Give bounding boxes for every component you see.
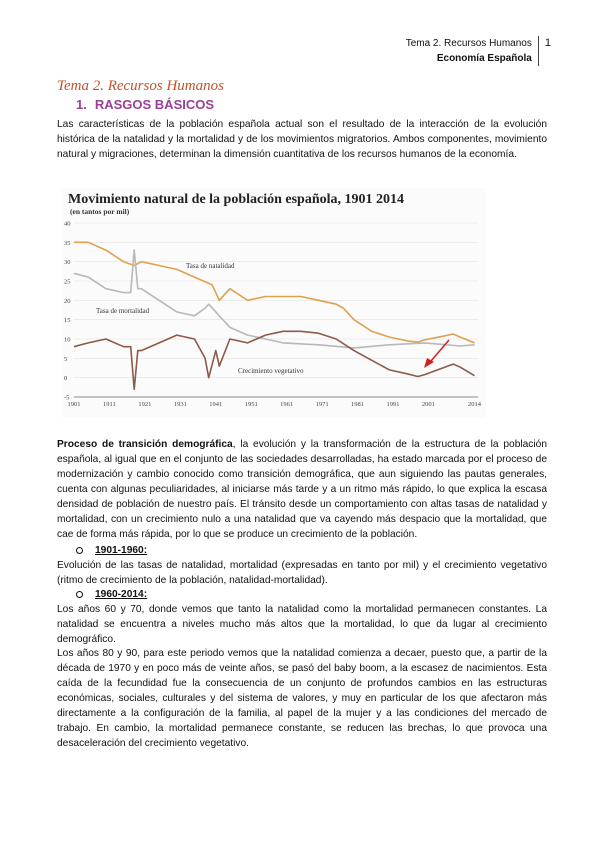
population-chart: Movimiento natural de la población españ… bbox=[62, 188, 486, 418]
section-number: 1. bbox=[76, 97, 87, 112]
y-tick-label: 5 bbox=[64, 356, 67, 363]
period1-paragraph: Evolución de las tasas de natalidad, mor… bbox=[57, 560, 547, 586]
chart-title: Movimiento natural de la población españ… bbox=[68, 192, 404, 207]
bullet-circle-icon bbox=[76, 546, 83, 554]
y-tick-label: 0 bbox=[64, 375, 67, 382]
x-tick-label: 1941 bbox=[209, 401, 222, 408]
bullet-circle-icon bbox=[76, 590, 83, 598]
natalidad-line bbox=[74, 241, 475, 344]
page-header: Tema 2. Recursos Humanos Economía Españo… bbox=[406, 36, 551, 66]
y-tick-label: 10 bbox=[64, 337, 71, 344]
chart-subtitle: (en tantos por mil) bbox=[70, 207, 130, 216]
x-axis-labels: 1901 1911 1921 1931 1941 1951 1961 1971 1981 1991… bbox=[68, 401, 482, 408]
decline-paragraph: Los años 80 y 90, para este periodo vemo… bbox=[57, 648, 547, 749]
header-subject: Economía Española bbox=[436, 53, 532, 64]
x-tick-label: 1931 bbox=[174, 401, 187, 408]
x-tick-label: 1991 bbox=[386, 401, 399, 408]
x-tick-label: 1981 bbox=[351, 401, 364, 408]
intro-paragraph: Las características de la población espa… bbox=[57, 119, 547, 160]
period2-paragraph: Los años 60 y 70, donde vemos que tanto … bbox=[57, 604, 547, 645]
x-tick-label: 1921 bbox=[138, 401, 151, 408]
transition-text: , la evolución y la transformación de la… bbox=[57, 439, 547, 540]
mortalidad-line bbox=[73, 249, 475, 349]
x-tick-label: 1951 bbox=[245, 401, 258, 408]
section-heading: 1. RASGOS BÁSICOS bbox=[76, 97, 214, 112]
y-tick-label: 30 bbox=[64, 259, 71, 266]
chart-grid bbox=[74, 222, 478, 398]
y-axis-labels: -5 0 5 10 15 20 25 30 35 40 bbox=[64, 221, 71, 402]
arrow-line bbox=[430, 339, 450, 362]
x-tick-label: 1971 bbox=[316, 401, 329, 408]
x-tick-label: 2001 bbox=[422, 401, 435, 408]
page-number: 1 bbox=[544, 37, 551, 49]
series-label-vegetativo: Crecimiento vegetativo bbox=[238, 367, 304, 375]
series-label-mortalidad: Tasa de mortalidad bbox=[96, 307, 150, 315]
bullet-1901-1960: 1901-1960: bbox=[76, 543, 147, 558]
transition-paragraph: Proceso de transición demográfica, la ev… bbox=[57, 437, 547, 542]
y-tick-label: 20 bbox=[64, 298, 71, 305]
x-tick-label: 2014 bbox=[468, 401, 482, 408]
y-tick-label: 35 bbox=[64, 240, 71, 247]
chart-series bbox=[73, 241, 475, 391]
document-title: Tema 2. Recursos Humanos bbox=[57, 78, 224, 94]
x-tick-label: 1911 bbox=[103, 401, 116, 408]
y-tick-label: 40 bbox=[64, 221, 71, 228]
header-topic: Tema 2. Recursos Humanos bbox=[405, 38, 532, 49]
y-tick-label: 15 bbox=[64, 317, 71, 324]
header-text: Tema 2. Recursos Humanos Economía Españo… bbox=[406, 36, 539, 66]
arrow-head bbox=[424, 358, 434, 368]
bullet-label: 1901-1960: bbox=[95, 545, 148, 556]
x-tick-label: 1961 bbox=[280, 401, 293, 408]
section-label: RASGOS BÁSICOS bbox=[94, 97, 215, 112]
bullet-1960-2014: 1960-2014: bbox=[76, 587, 147, 602]
series-label-natalidad: Tasa de natalidad bbox=[186, 262, 235, 270]
transition-term: Proceso de transición demográfica bbox=[57, 439, 233, 450]
y-tick-label: 25 bbox=[64, 279, 71, 286]
y-tick-label: -5 bbox=[64, 395, 69, 402]
vegetativo-line bbox=[73, 330, 475, 391]
bullet-label: 1960-2014: bbox=[95, 589, 148, 600]
x-tick-label: 1901 bbox=[68, 401, 81, 408]
